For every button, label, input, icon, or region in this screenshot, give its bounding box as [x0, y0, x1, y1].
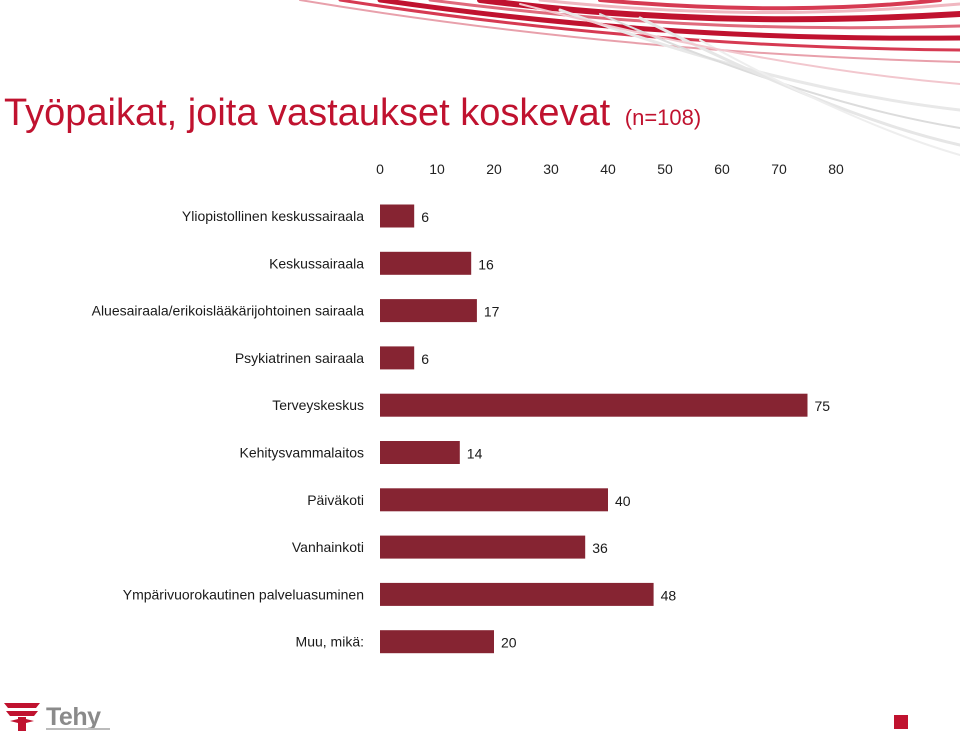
data-label: 36: [592, 540, 608, 556]
x-tick-label: 0: [376, 161, 384, 177]
brand-name: Tehy: [46, 703, 101, 731]
category-label: Kehitysvammalaitos: [240, 445, 365, 461]
data-label: 48: [661, 587, 677, 603]
category-label: Psykiatrinen sairaala: [235, 350, 364, 366]
x-tick-label: 60: [714, 161, 730, 177]
bar: [380, 204, 415, 228]
x-tick-label: 40: [600, 161, 616, 177]
x-tick-label: 10: [429, 161, 445, 177]
x-tick-label: 80: [828, 161, 844, 177]
x-tick-label: 30: [543, 161, 559, 177]
bar: [380, 488, 608, 512]
sample-size-label: (n=108): [624, 105, 702, 130]
category-label: Muu, mikä:: [296, 634, 364, 650]
category-label: Keskussairaala: [269, 255, 364, 271]
bar: [380, 346, 415, 370]
bar: [380, 630, 494, 654]
page-title: Työpaikat, joita vastaukset koskevat (n=…: [4, 92, 701, 135]
tehy-logo-icon: [4, 703, 40, 731]
bar: [380, 299, 477, 323]
category-label: Vanhainkoti: [292, 539, 364, 555]
data-label: 14: [467, 446, 483, 462]
x-tick-label: 70: [771, 161, 787, 177]
data-label: 6: [421, 209, 429, 225]
category-label: Aluesairaala/erikoislääkärijohtoinen sai…: [92, 303, 365, 319]
decorative-wave-stripes: [299, 0, 960, 156]
bar: [380, 535, 586, 559]
bar: [380, 251, 472, 275]
data-label: 40: [615, 493, 631, 509]
chart-rows: Yliopistollinen keskussairaala 6 Keskussai…: [92, 204, 831, 654]
bar: [380, 582, 654, 606]
data-label: 20: [501, 635, 517, 651]
x-axis-ticks: 0 10 20 30 40 50 60 70 80: [376, 161, 844, 177]
data-label: 16: [478, 256, 494, 272]
data-label: 17: [484, 304, 500, 320]
brand-underline: [46, 728, 110, 730]
bar: [380, 393, 808, 417]
bar: [380, 441, 460, 464]
x-tick-label: 20: [486, 161, 502, 177]
category-label: Päiväkoti: [307, 492, 364, 508]
category-label: Terveyskeskus: [272, 397, 364, 413]
category-label: Yliopistollinen keskussairaala: [182, 208, 364, 224]
data-label: 75: [815, 398, 831, 414]
category-label: Ympärivuorokautinen palveluasuminen: [123, 586, 364, 602]
title-main: Työpaikat, joita vastaukset koskevat: [4, 92, 611, 134]
data-label: 6: [421, 351, 429, 367]
corner-square-decoration: [894, 715, 908, 729]
x-tick-label: 50: [657, 161, 673, 177]
